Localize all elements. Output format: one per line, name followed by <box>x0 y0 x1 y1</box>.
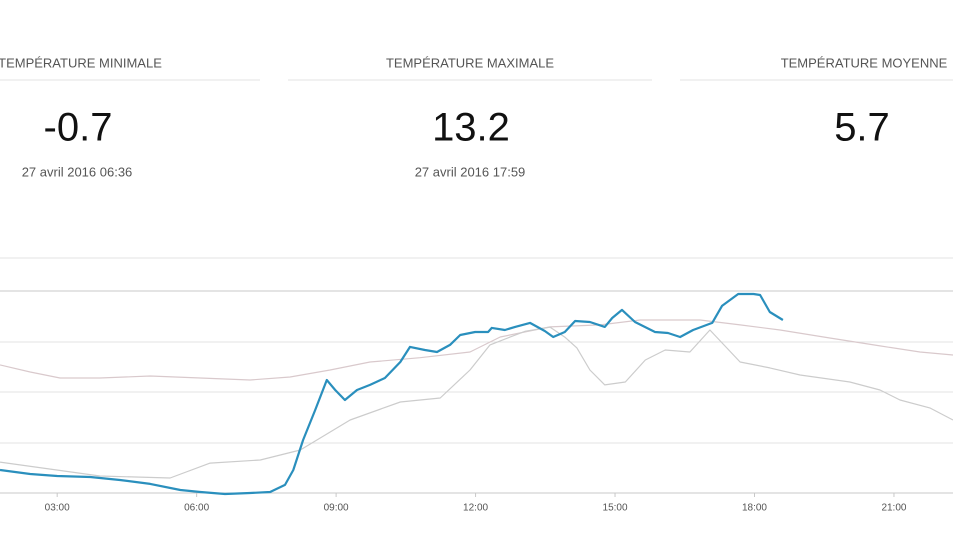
stat-value: 13.2 <box>432 106 510 150</box>
stat-title: TEMPÉRATURE MINIMALE <box>0 55 162 70</box>
series-line <box>0 326 953 479</box>
stat-date: 27 avril 2016 06:36 <box>22 164 133 179</box>
x-tick-label: 18:00 <box>742 503 767 514</box>
x-tick-label: 15:00 <box>603 503 628 514</box>
x-tick-label: 21:00 <box>881 503 906 514</box>
x-tick-label: 03:00 <box>45 503 70 514</box>
series-line <box>0 319 953 381</box>
x-tick-label: 12:00 <box>463 503 488 514</box>
x-tick-label: 06:00 <box>184 503 209 514</box>
stat-value: 5.7 <box>834 106 890 150</box>
stat-value: -0.7 <box>44 106 113 150</box>
x-tick-label: 09:00 <box>324 503 349 514</box>
stat-date: 27 avril 2016 17:59 <box>415 164 526 179</box>
stat-title: TEMPÉRATURE MOYENNE <box>781 55 948 70</box>
series-line <box>0 292 784 496</box>
stat-title: TEMPÉRATURE MAXIMALE <box>386 55 554 70</box>
